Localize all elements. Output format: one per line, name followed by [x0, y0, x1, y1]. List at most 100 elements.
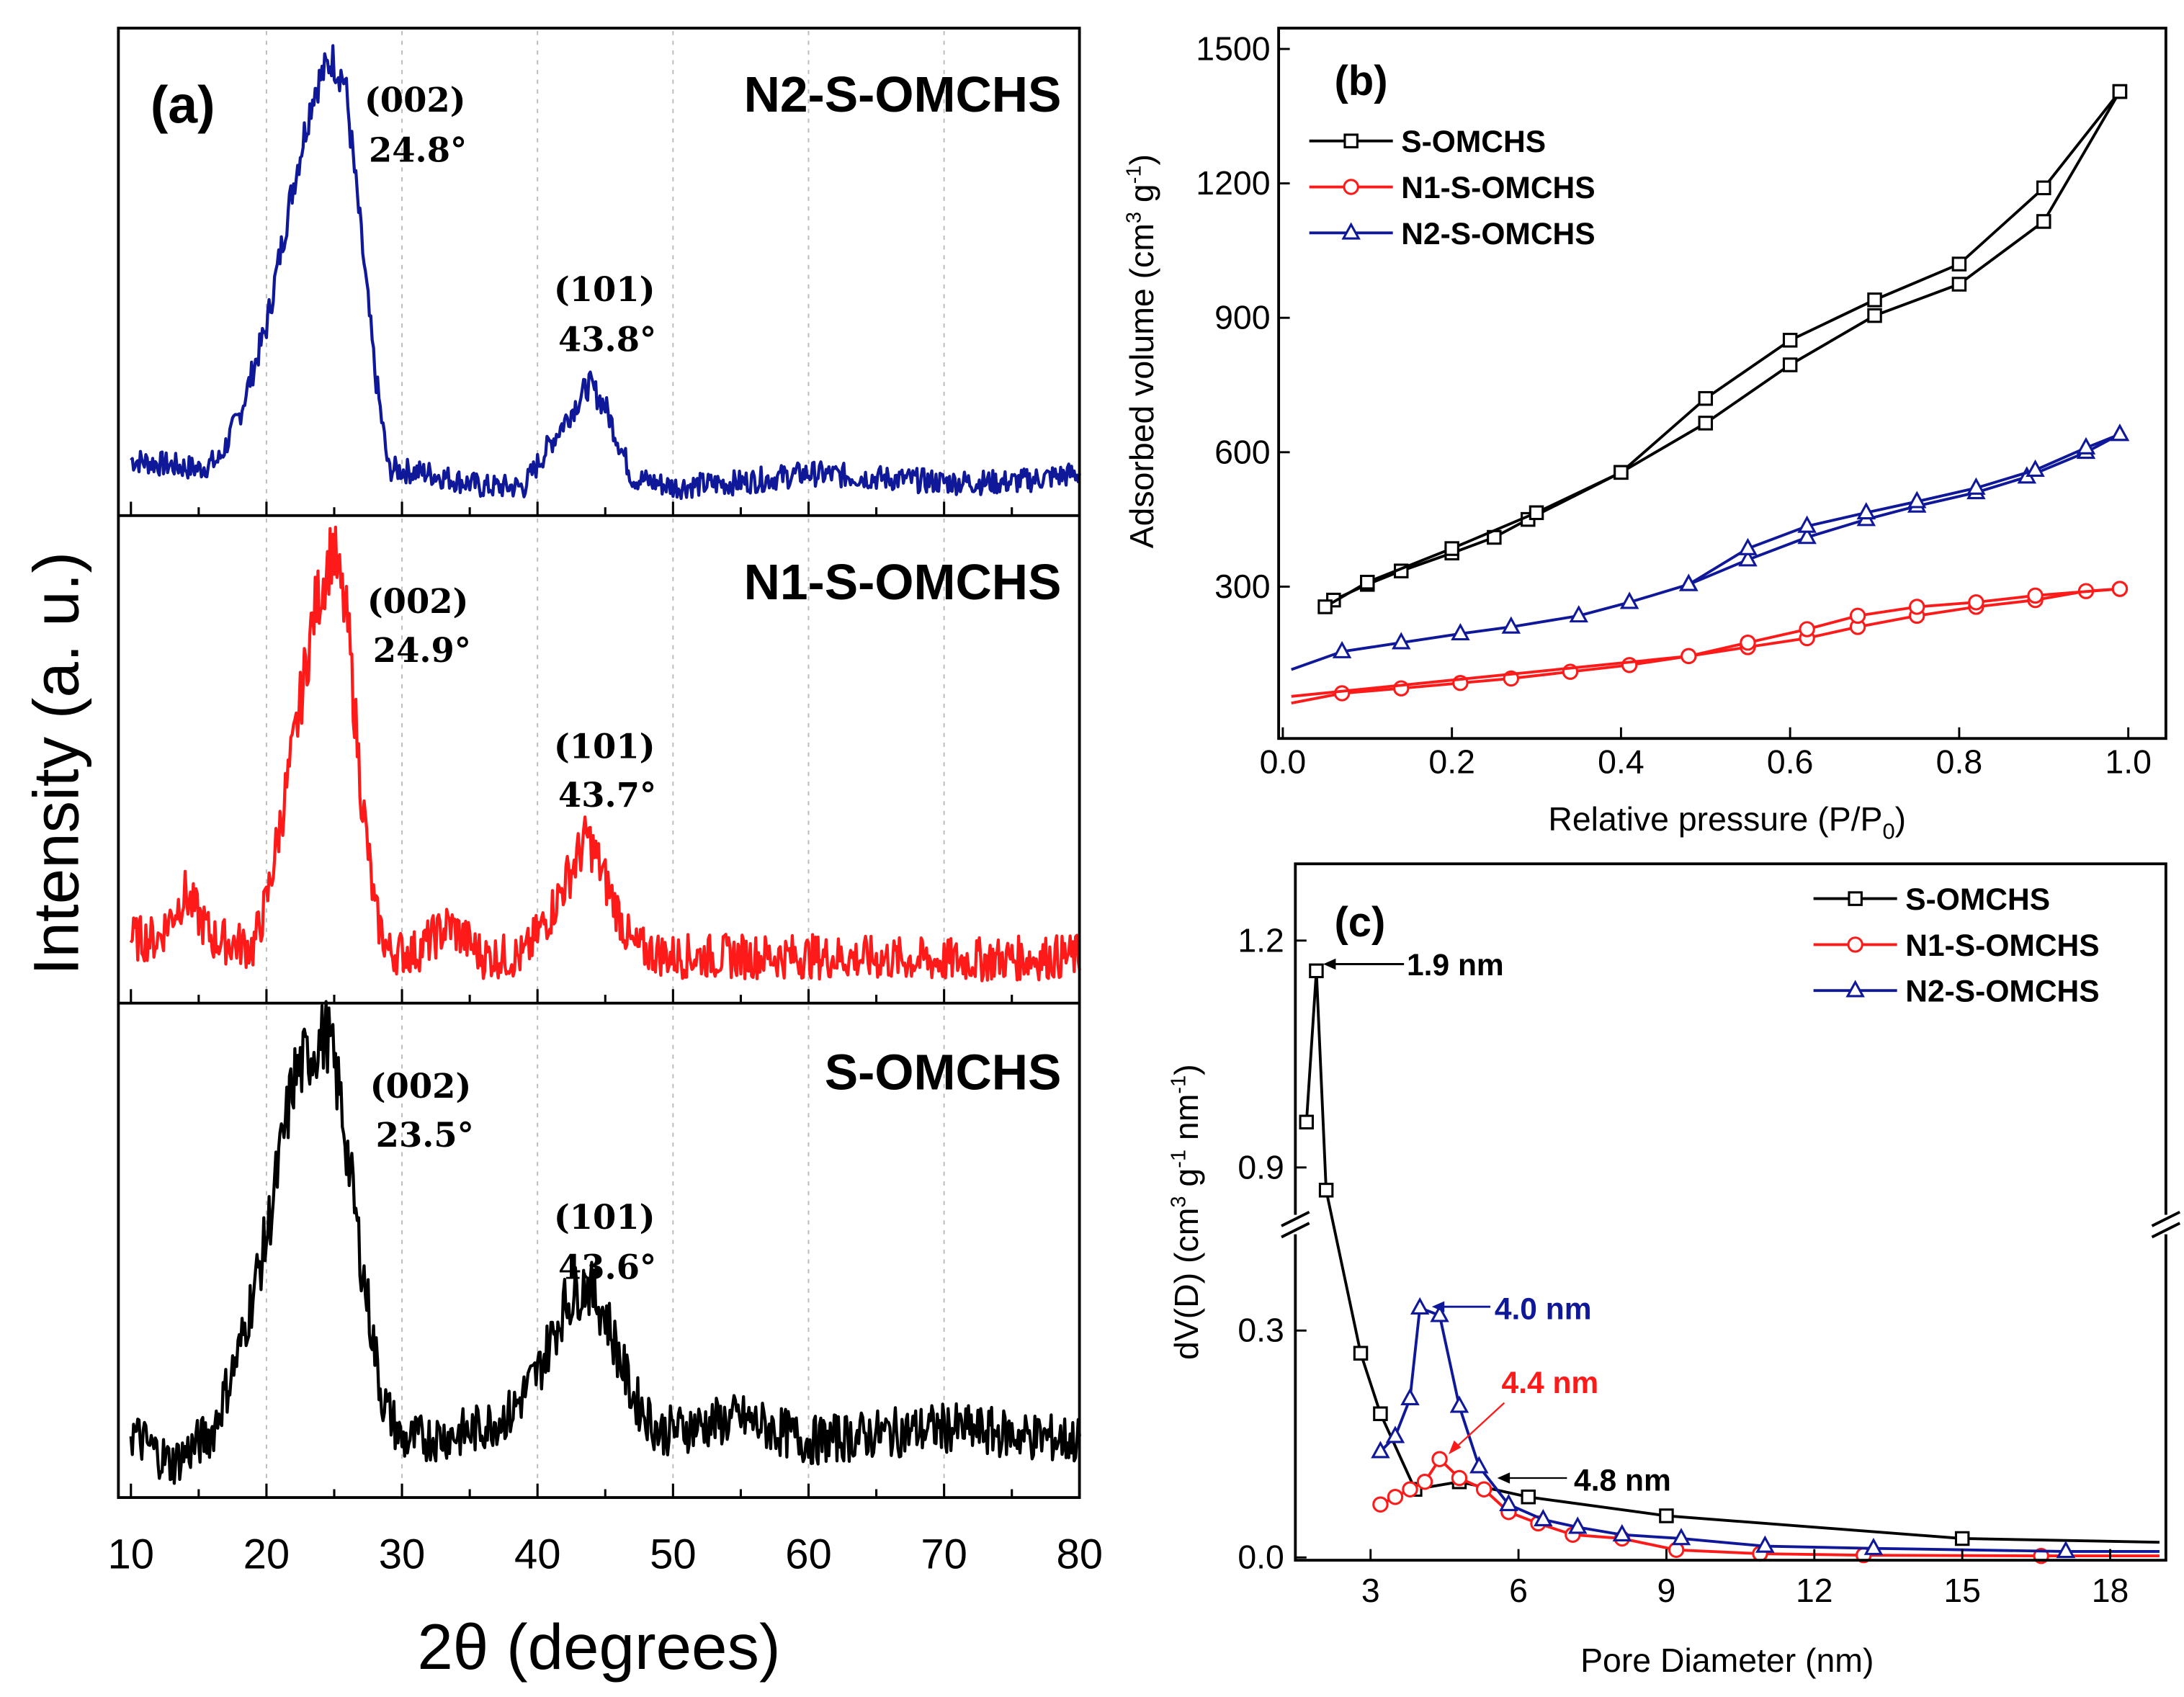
data-point — [1499, 1493, 1518, 1512]
panel-c-pore-size: 3 6 9 12 15 18 0.0 0.3 0.9 1.2 (c) S-OMCHS N1-S-OM… — [1168, 862, 2181, 1679]
sample-label-n1: N1-S-OMCHS — [744, 554, 1062, 610]
data-point — [1333, 685, 1351, 702]
y-tick-label: 0.3 — [1238, 1312, 1284, 1349]
x-tick-label: 30 — [379, 1531, 426, 1578]
data-point — [1400, 1387, 1420, 1406]
arrowhead-icon — [1323, 958, 1336, 970]
data-point — [2112, 84, 2128, 99]
legend-marker-icon — [1343, 179, 1359, 195]
panel-a-x-axis-label: 2θ (degrees) — [417, 1611, 780, 1683]
data-point — [1867, 308, 1882, 323]
data-point — [1659, 1508, 1674, 1523]
y-tick-label: 900 — [1214, 299, 1270, 336]
data-point — [1612, 1523, 1632, 1542]
data-point — [1360, 574, 1375, 590]
data-point — [2036, 180, 2051, 196]
data-point — [1867, 292, 1882, 308]
data-point — [1679, 573, 1699, 591]
data-point — [1372, 1496, 1389, 1513]
panel-b-y-axis-label: Adsorbed volume (cm3 g-1) — [1123, 154, 1160, 548]
x-tick-label: 0.8 — [1936, 743, 1983, 781]
peak-label-angle: 43.7° — [558, 775, 656, 815]
x-tick-label: 0.2 — [1428, 743, 1475, 781]
data-point — [1521, 1489, 1536, 1505]
x-tick-label: 18 — [2092, 1572, 2129, 1609]
y-tick-label: 1200 — [1196, 164, 1270, 202]
psd-curve-n1-s-omchs — [1379, 1456, 2160, 1558]
arrowhead-icon — [1497, 1472, 1511, 1484]
data-point — [1569, 605, 1588, 623]
y-tick-label: 0.0 — [1238, 1539, 1284, 1576]
xrd-curve-n2-s-omchs — [130, 44, 1081, 501]
data-point — [1755, 1535, 1775, 1553]
x-tick-label: 12 — [1796, 1572, 1833, 1609]
x-tick-label: 0.6 — [1767, 743, 1814, 781]
panel-a-xrd: 10 20 30 40 50 60 70 80 (a) N2-S-OMCHS N1-S-OMC… — [19, 27, 1103, 1683]
axis-break-marks — [1281, 1210, 2181, 1239]
x-tick-label: 40 — [514, 1531, 561, 1578]
isotherm-adsorption-s-omchs — [1333, 91, 2121, 601]
peak-label-hkl: (002) — [364, 80, 466, 120]
peak-label-hkl: (101) — [554, 269, 655, 309]
data-point — [1416, 1474, 1433, 1490]
legend-marker-icon — [1343, 133, 1359, 148]
data-point — [1849, 607, 1866, 624]
data-point — [1451, 622, 1470, 641]
panel-c-x-axis-label: Pore Diameter (nm) — [1580, 1642, 1874, 1679]
data-point — [2027, 587, 2044, 604]
peak-label-angle: 43.8° — [558, 320, 656, 359]
data-point — [1671, 1528, 1691, 1546]
peak-label-hkl: (101) — [554, 726, 655, 766]
data-point — [1619, 591, 1639, 609]
panel-a-y-axis-label: Intensity (a. u.) — [19, 552, 91, 975]
data-point — [1968, 594, 1984, 611]
legend-marker-icon — [1341, 222, 1361, 240]
panel-b-curves — [1291, 84, 2130, 705]
data-point — [1353, 1345, 1369, 1361]
data-point — [1621, 657, 1638, 673]
data-point — [2056, 1541, 2076, 1559]
annotation-arrow — [1451, 1402, 1505, 1453]
isotherm-adsorption-n2-s-omchs — [1291, 433, 2121, 671]
peak-label-angle: 24.8° — [369, 130, 467, 170]
data-point — [1410, 1297, 1430, 1315]
annotation-4-4nm: 4.4 nm — [1502, 1366, 1599, 1400]
data-point — [1385, 1425, 1405, 1443]
data-point — [2111, 581, 2129, 597]
panel-a-label: (a) — [151, 75, 215, 135]
data-point — [1309, 963, 1324, 979]
legend-marker-icon — [1847, 936, 1863, 953]
legend-label: N2-S-OMCHS — [1905, 975, 2099, 1009]
peak-label-angle: 43.6° — [558, 1248, 656, 1287]
x-tick-label: 0.4 — [1598, 743, 1644, 781]
data-point — [1907, 491, 1927, 509]
data-point — [1698, 416, 1714, 431]
panel-b-frame — [1277, 27, 2167, 740]
legend-marker-icon — [1845, 980, 1865, 998]
data-point — [2110, 424, 2130, 442]
data-point — [1782, 333, 1798, 348]
xrd-curve-s-omchs — [129, 1000, 1081, 1485]
data-point — [1856, 501, 1876, 520]
data-point — [1391, 632, 1411, 650]
data-point — [1317, 599, 1333, 614]
x-tick-label: 15 — [1943, 1572, 1981, 1609]
x-tick-label: 0.0 — [1260, 743, 1307, 781]
data-point — [1332, 640, 1352, 658]
panel-c-frame — [1294, 862, 2167, 1562]
panel-c-y-axis-label: dV(D) (cm3 g-1 nm-1) — [1168, 1064, 1205, 1360]
data-point — [1475, 1481, 1492, 1497]
data-point — [2026, 459, 2045, 477]
panel-c-legend: S-OMCHS N1-S-OMCHS N2-S-OMCHS — [1813, 882, 2100, 1009]
x-tick-label: 6 — [1509, 1572, 1528, 1609]
panel-b-legend: S-OMCHS N1-S-OMCHS N2-S-OMCHS — [1309, 125, 1596, 251]
legend-marker-icon — [1848, 891, 1863, 906]
legend-label: N2-S-OMCHS — [1401, 217, 1595, 251]
panel-a-x-ticks: 10 20 30 40 50 60 70 80 — [108, 501, 1103, 1578]
data-point — [1782, 357, 1798, 372]
y-tick-label: 300 — [1214, 568, 1270, 605]
legend-label: N1-S-OMCHS — [1905, 928, 2099, 963]
panel-c-ticks: 3 6 9 12 15 18 0.0 0.3 0.9 1.2 — [1238, 921, 2129, 1609]
psd-curve-n2-s-omchs — [1379, 1306, 2160, 1553]
